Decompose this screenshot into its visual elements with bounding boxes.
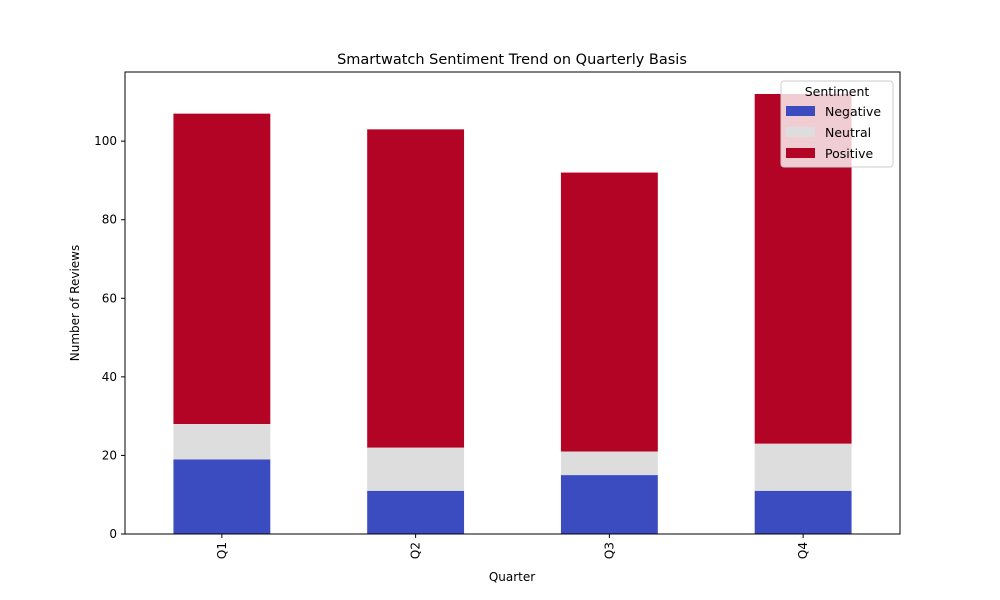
legend-label-positive: Positive xyxy=(825,146,873,161)
plot-frame xyxy=(124,71,901,535)
bars-layer xyxy=(173,94,852,534)
y-tick-label: 20 xyxy=(102,448,117,462)
x-tick-label: Q3 xyxy=(602,542,616,559)
legend-swatch-negative xyxy=(786,106,815,116)
x-axis-title: Quarter xyxy=(489,570,535,584)
x-axis: Q1 Q2 Q3 Q4 xyxy=(215,534,810,559)
legend-swatch-positive xyxy=(786,148,815,158)
y-tick-label: 60 xyxy=(102,291,117,305)
x-tick-label: Q2 xyxy=(409,542,423,559)
chart-title: Smartwatch Sentiment Trend on Quarterly … xyxy=(337,52,687,68)
legend-swatch-neutral xyxy=(786,127,815,137)
y-tick-label: 80 xyxy=(102,213,117,227)
bar-positive-q1 xyxy=(173,113,271,425)
legend-box xyxy=(780,80,894,168)
bar-negative-q4 xyxy=(754,490,852,534)
legend-label-neutral: Neutral xyxy=(825,125,871,140)
bar-positive-q3 xyxy=(560,172,658,452)
y-tick-label: 100 xyxy=(94,134,117,148)
bar-neutral-q2 xyxy=(367,447,465,491)
bar-neutral-q3 xyxy=(560,451,658,476)
bar-neutral-q4 xyxy=(754,443,852,491)
y-axis-title: Number of Reviews xyxy=(68,245,82,361)
y-axis: 0 20 40 60 80 100 xyxy=(94,134,125,541)
legend: Sentiment Negative Neutral Positive xyxy=(780,80,894,168)
bar-negative-q2 xyxy=(367,490,465,534)
bar-negative-q3 xyxy=(560,475,658,534)
legend-label-negative: Negative xyxy=(825,104,881,119)
bar-positive-q2 xyxy=(367,129,465,448)
x-tick-label: Q1 xyxy=(215,542,229,559)
y-tick-label: 0 xyxy=(109,527,117,541)
y-tick-label: 40 xyxy=(102,370,117,384)
bar-negative-q1 xyxy=(173,459,271,534)
x-tick-label: Q4 xyxy=(796,542,810,559)
bar-neutral-q1 xyxy=(173,424,271,460)
legend-title: Sentiment xyxy=(805,84,870,99)
legend-entries: Negative Neutral Positive xyxy=(786,104,881,161)
